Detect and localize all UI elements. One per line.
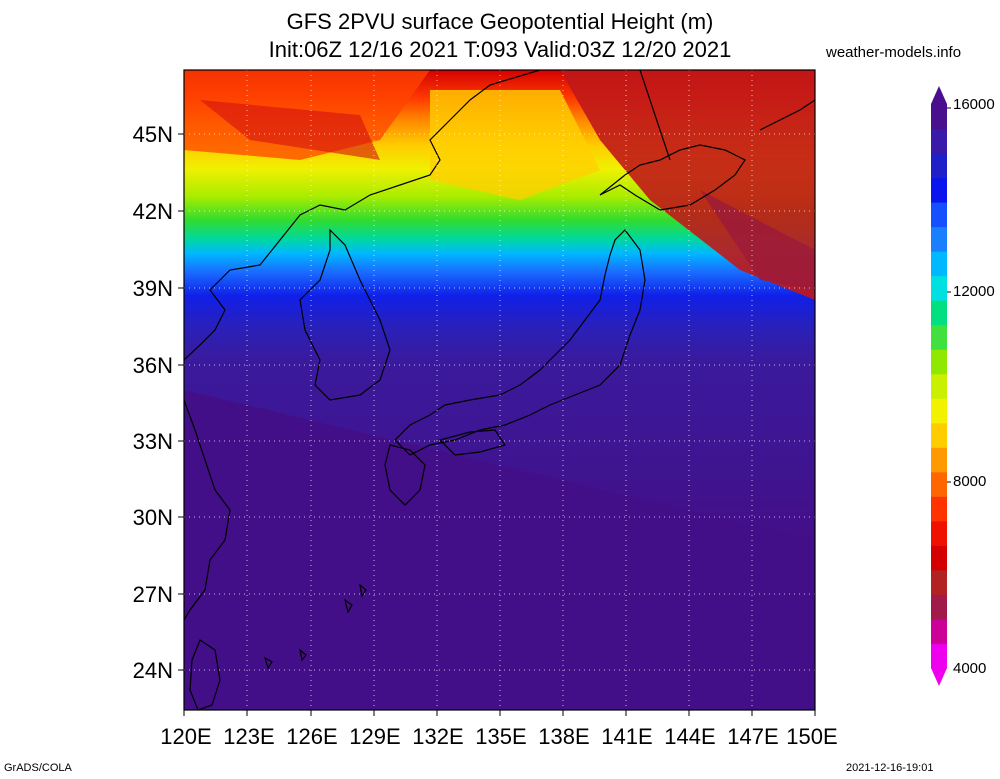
colorbar-arrow-down xyxy=(931,668,947,686)
site-label: weather-models.info xyxy=(826,44,962,61)
colorbar-swatch xyxy=(931,643,947,669)
lat-label: 30N xyxy=(133,505,173,530)
colorbar-swatch xyxy=(931,349,947,375)
colorbar-label: 12000 xyxy=(953,283,995,300)
footer-credit: GrADS/COLA xyxy=(4,762,72,774)
lat-label: 33N xyxy=(133,429,173,454)
lon-label: 150E xyxy=(786,724,837,749)
lon-label: 123E xyxy=(223,724,274,749)
colorbar-label: 4000 xyxy=(953,660,986,677)
lon-label: 126E xyxy=(286,724,337,749)
lon-label: 129E xyxy=(349,724,400,749)
colorbar-swatch xyxy=(931,202,947,228)
colorbar-swatch xyxy=(931,398,947,424)
lat-label: 42N xyxy=(133,199,173,224)
lon-label: 138E xyxy=(538,724,589,749)
lon-label: 135E xyxy=(475,724,526,749)
colorbar-swatch xyxy=(931,177,947,203)
colorbar-arrow-up xyxy=(931,86,947,104)
colorbar-swatch xyxy=(931,153,947,179)
colorbar-swatch xyxy=(931,128,947,154)
map-title: GFS 2PVU surface Geopotential Height (m) xyxy=(286,9,714,34)
coastlines xyxy=(184,70,815,710)
lon-label: 147E xyxy=(727,724,778,749)
lat-label: 36N xyxy=(133,353,173,378)
colorbar-swatch xyxy=(931,422,947,448)
colorbar-label: 16000 xyxy=(953,96,995,113)
colorbar-swatch xyxy=(931,447,947,473)
colorbar-swatch xyxy=(931,275,947,301)
map-subtitle: Init:06Z 12/16 2021 T:093 Valid:03Z 12/2… xyxy=(268,37,732,62)
colorbar-swatch xyxy=(931,300,947,326)
lon-label: 132E xyxy=(412,724,463,749)
lon-label: 144E xyxy=(664,724,715,749)
colorbar-label: 8000 xyxy=(953,473,986,490)
colorbar-swatch xyxy=(931,520,947,546)
lat-label: 24N xyxy=(133,658,173,683)
colorbar-swatch xyxy=(931,104,947,130)
colorbar-swatch xyxy=(931,594,947,620)
lat-label: 27N xyxy=(133,582,173,607)
colorbar-swatch xyxy=(931,226,947,252)
lat-label: 39N xyxy=(133,276,173,301)
footer-timestamp: 2021-12-16-19:01 xyxy=(846,762,934,774)
lat-label: 45N xyxy=(133,122,173,147)
colorbar-swatch xyxy=(931,496,947,522)
colorbar-swatch xyxy=(931,471,947,497)
colorbar-swatch xyxy=(931,324,947,350)
colorbar-swatch xyxy=(931,373,947,399)
geopotential-field xyxy=(184,70,815,710)
colorbar-swatch xyxy=(931,251,947,277)
colorbar-swatch xyxy=(931,545,947,571)
colorbar-swatch xyxy=(931,569,947,595)
colorbar-swatch xyxy=(931,618,947,644)
graticule xyxy=(184,70,815,710)
lon-label: 141E xyxy=(601,724,652,749)
colorbar xyxy=(931,86,951,686)
lon-label: 120E xyxy=(160,724,211,749)
